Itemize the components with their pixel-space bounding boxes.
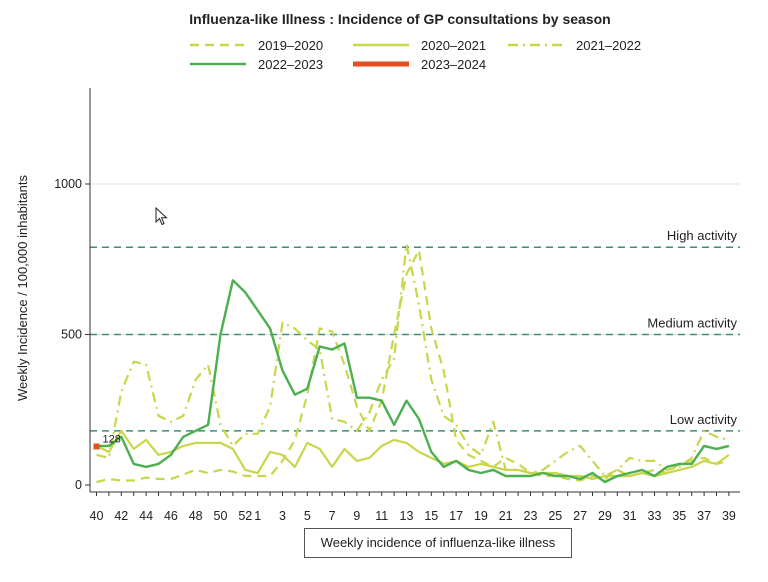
x-tick-label-31: 31 — [623, 509, 637, 523]
x-tick-label-46: 46 — [164, 509, 178, 523]
x-tick-label-42: 42 — [114, 509, 128, 523]
x-tick-label-19: 19 — [474, 509, 488, 523]
x-tick-label-1: 1 — [254, 509, 261, 523]
x-tick-label-44: 44 — [139, 509, 153, 523]
legend-entry-1: 2020–2021 — [421, 38, 486, 53]
y-tick-label-500: 500 — [61, 328, 82, 342]
chart-legend: 2019–2020 2020–2021 2021–2022 2022–2023 2023… — [190, 38, 641, 72]
series-line-1 — [96, 429, 730, 481]
x-tick-label-21: 21 — [499, 509, 513, 523]
legend-entry-4: 2023–2024 — [421, 57, 486, 72]
x-tick-label-9: 9 — [353, 509, 360, 523]
x-tick-label-39: 39 — [722, 509, 736, 523]
y-tick-label-0: 0 — [75, 478, 82, 492]
x-tick-label-5: 5 — [304, 509, 311, 523]
series-point-4-0 — [93, 443, 100, 450]
series-line-0 — [96, 249, 730, 484]
legend-entry-0: 2019–2020 — [258, 38, 323, 53]
x-tick-label-48: 48 — [189, 509, 203, 523]
threshold-lines: Low activity Medium activity High activity — [90, 228, 740, 432]
series-lines: 128 — [93, 243, 730, 484]
x-axis-caption: Weekly incidence of influenza-like illne… — [304, 528, 572, 558]
x-tick-label-37: 37 — [697, 509, 711, 523]
x-tick-label-50: 50 — [214, 509, 228, 523]
x-tick-label-11: 11 — [375, 509, 388, 523]
x-tick-label-23: 23 — [524, 509, 538, 523]
x-tick-label-3: 3 — [279, 509, 286, 523]
threshold-label-0: Low activity — [670, 412, 738, 427]
threshold-label-2: High activity — [667, 228, 738, 243]
threshold-label-1: Medium activity — [647, 316, 737, 331]
x-tick-label-13: 13 — [400, 509, 414, 523]
x-tick-label-52: 52 — [238, 509, 252, 523]
x-tick-label-27: 27 — [573, 509, 587, 523]
series-line-3 — [96, 279, 730, 484]
x-tick-label-25: 25 — [548, 509, 562, 523]
x-tick-label-29: 29 — [598, 509, 612, 523]
chart-title: Influenza-like Illness : Incidence of GP… — [189, 11, 610, 27]
current-value-label: 128 — [103, 433, 121, 445]
x-tick-label-35: 35 — [672, 509, 686, 523]
y-tick-label-1000: 1000 — [54, 177, 82, 191]
x-tick-label-40: 40 — [90, 509, 104, 523]
mouse-cursor-icon — [155, 207, 168, 226]
y-axis-label: Weekly Incidence / 100,000 inhabitants — [15, 175, 30, 401]
x-tick-label-33: 33 — [648, 509, 662, 523]
legend-entry-2: 2021–2022 — [576, 38, 641, 53]
x-tick-label-17: 17 — [449, 509, 463, 523]
x-tick-label-7: 7 — [329, 509, 336, 523]
x-tick-label-15: 15 — [424, 509, 438, 523]
series-line-2 — [96, 243, 730, 478]
legend-entry-3: 2022–2023 — [258, 57, 323, 72]
